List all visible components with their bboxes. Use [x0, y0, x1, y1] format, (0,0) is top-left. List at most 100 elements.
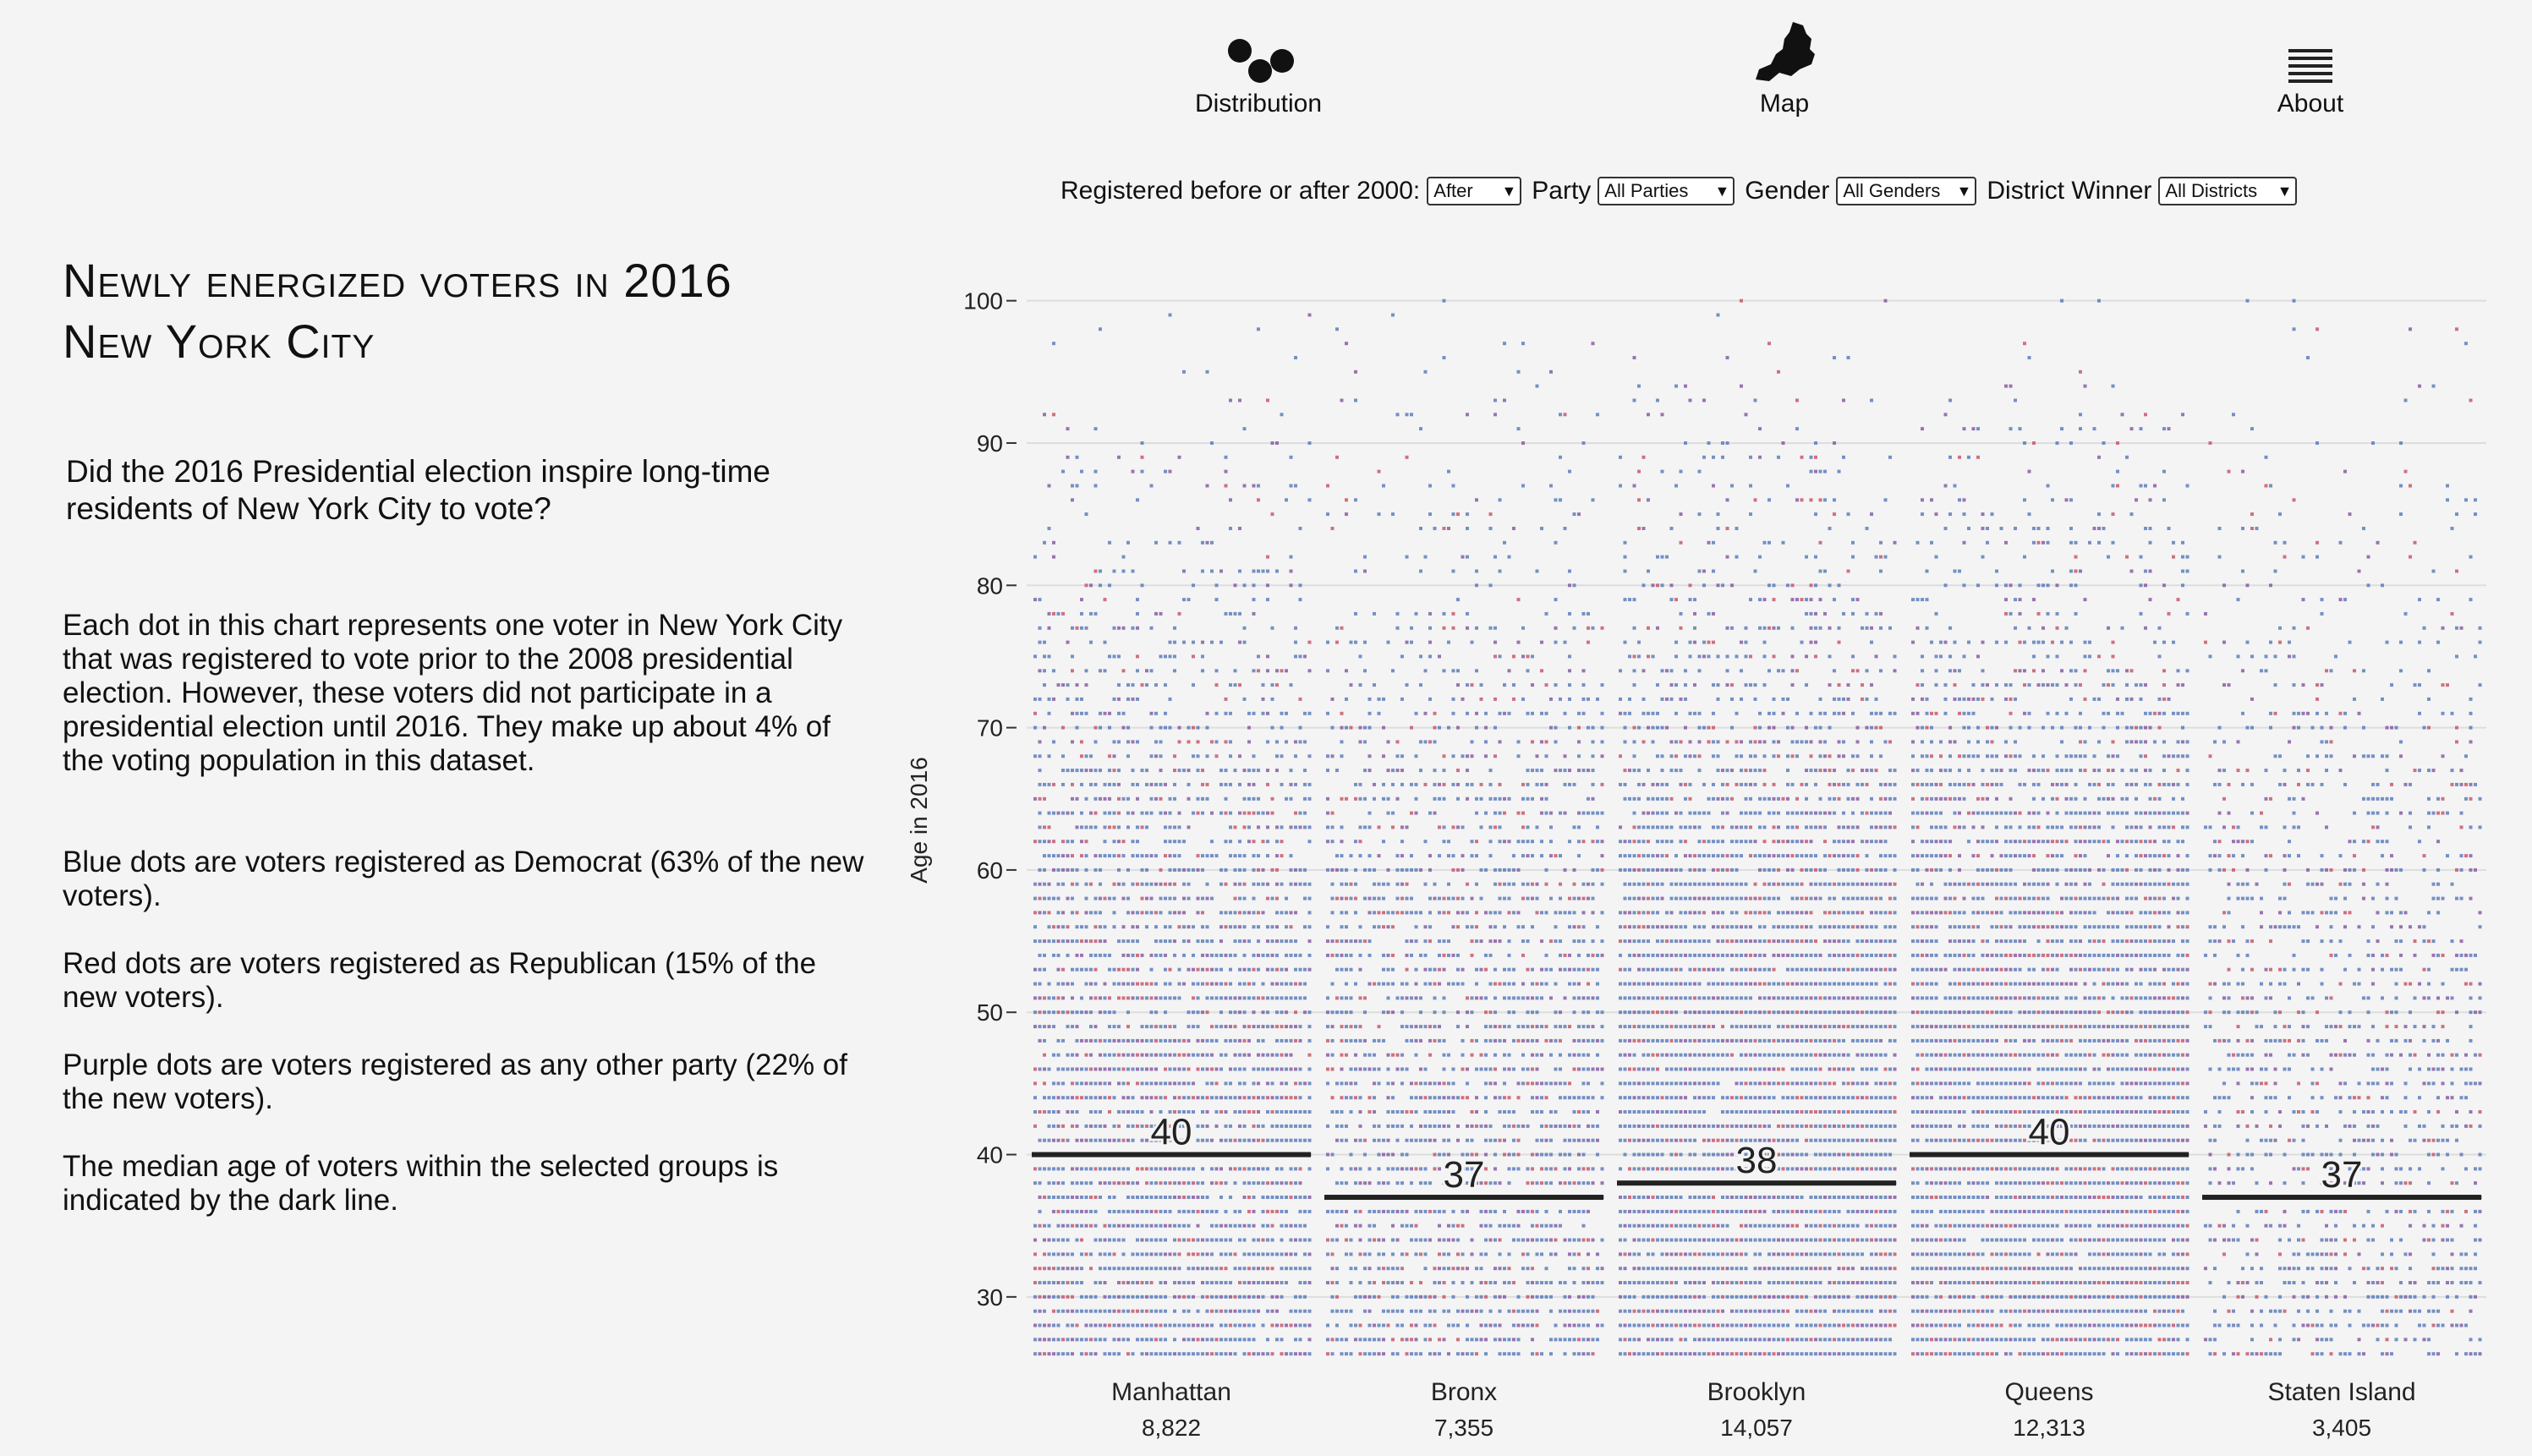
party-select[interactable]: All Parties ▼ — [1598, 177, 1735, 205]
voter-dot — [1247, 996, 1251, 1000]
voter-dot — [1391, 769, 1395, 773]
voter-dot — [1233, 1181, 1237, 1185]
voter-dot — [1563, 711, 1567, 715]
voter-dot — [1224, 982, 1228, 986]
voter-dot — [1833, 1323, 1836, 1327]
voter-dot — [1428, 967, 1432, 972]
voter-dot — [1591, 840, 1595, 844]
voter-dot — [1210, 640, 1214, 644]
gender-select[interactable]: All Genders ▼ — [1836, 177, 1977, 205]
voter-dot — [1563, 1323, 1567, 1327]
voter-dot — [1438, 725, 1441, 730]
voter-dot — [1507, 1025, 1511, 1029]
voter-dot — [1554, 640, 1558, 644]
voter-dot — [1149, 1167, 1154, 1171]
voter-dot — [1108, 796, 1111, 801]
voter-dot — [1554, 1067, 1558, 1071]
voter-dot — [1405, 1209, 1409, 1213]
voter-dot — [1587, 1110, 1590, 1114]
voter-dot — [1572, 1252, 1576, 1256]
nav-distribution[interactable]: Distribution — [1157, 25, 1360, 118]
voter-dot — [1201, 1295, 1204, 1299]
voter-dot — [1433, 1124, 1437, 1128]
voter-dot — [1229, 1309, 1232, 1313]
voter-dot — [1275, 925, 1279, 929]
voter-dot — [1531, 1295, 1534, 1299]
voter-dot — [1229, 1067, 1232, 1071]
voter-dot — [1043, 953, 1046, 957]
voter-dot — [1744, 1209, 1748, 1213]
voter-dot — [1233, 896, 1237, 900]
voter-dot — [1242, 1238, 1247, 1242]
voter-dot — [1800, 1309, 1804, 1313]
voter-dot — [1052, 1309, 1055, 1313]
voter-dot — [1414, 1025, 1418, 1029]
district-select[interactable]: All Districts ▼ — [2158, 177, 2298, 205]
voter-dot — [1414, 911, 1418, 915]
voter-dot — [1242, 825, 1247, 829]
voter-dot — [1168, 1181, 1172, 1185]
voter-dot — [1363, 769, 1367, 773]
voter-dot — [1247, 1209, 1251, 1213]
voter-dot — [1647, 1209, 1650, 1213]
voter-dot — [1121, 1267, 1126, 1271]
voter-dot — [1168, 811, 1172, 815]
voter-dot — [1307, 1038, 1312, 1043]
voter-dot — [1056, 683, 1060, 687]
voter-dot — [1121, 1209, 1126, 1213]
voter-dot — [1266, 1281, 1269, 1284]
voter-dot — [1182, 1096, 1186, 1100]
voter-dot — [1433, 967, 1437, 972]
voter-dot — [1084, 1081, 1088, 1086]
voter-dot — [1294, 1252, 1297, 1256]
voter-dot — [1800, 1267, 1804, 1271]
voter-dot — [1442, 1295, 1446, 1299]
voter-dot — [1270, 1110, 1274, 1114]
voter-dot — [1266, 1053, 1269, 1057]
nav-about[interactable]: About — [2209, 25, 2412, 118]
voter-dot — [1651, 1209, 1655, 1213]
voter-dot — [1117, 854, 1121, 858]
voter-dot — [1461, 1152, 1465, 1157]
voter-dot — [1159, 1124, 1163, 1128]
voter-dot — [1419, 1025, 1422, 1029]
voter-dot — [1516, 1295, 1521, 1299]
voter-dot — [1089, 1067, 1093, 1071]
voter-dot — [1373, 782, 1376, 786]
voter-dot — [1414, 796, 1418, 801]
voter-dot — [1071, 796, 1074, 801]
voter-dot — [1294, 1110, 1297, 1114]
voter-dot — [1117, 840, 1121, 844]
voter-dot — [1493, 754, 1497, 758]
voter-dot — [1382, 782, 1385, 786]
voter-dot — [1108, 1267, 1111, 1271]
voter-dot — [1266, 825, 1269, 829]
voter-dot — [1498, 911, 1502, 915]
voter-dot — [1568, 1295, 1571, 1299]
voter-dot — [1577, 811, 1581, 815]
voter-dot — [1298, 1223, 1302, 1228]
registered-select[interactable]: After ▼ — [1427, 177, 1522, 205]
voter-dot — [1108, 811, 1111, 815]
voter-dot — [1131, 1323, 1135, 1327]
voter-dot — [1581, 1067, 1586, 1071]
voter-dot — [1466, 1309, 1469, 1313]
voter-dot — [1846, 1238, 1850, 1242]
voter-dot — [1488, 512, 1493, 517]
voter-dot — [1177, 540, 1181, 545]
voter-dot — [1330, 1053, 1335, 1057]
voter-dot — [1697, 1323, 1702, 1327]
voter-dot — [1535, 1209, 1539, 1213]
voter-dot — [1093, 1209, 1098, 1213]
voter-dot — [1879, 1209, 1883, 1213]
voter-dot — [1503, 1053, 1506, 1057]
voter-dot — [1294, 996, 1297, 1000]
voter-dot — [1112, 697, 1116, 701]
nav-map[interactable]: Map — [1683, 22, 1886, 118]
voter-dot — [1242, 583, 1247, 588]
voter-dot — [1089, 1138, 1093, 1142]
voter-dot — [1581, 1038, 1586, 1043]
hamburger-menu-icon — [2209, 25, 2412, 85]
voter-dot — [1154, 1238, 1158, 1242]
voter-dot — [1568, 925, 1571, 929]
